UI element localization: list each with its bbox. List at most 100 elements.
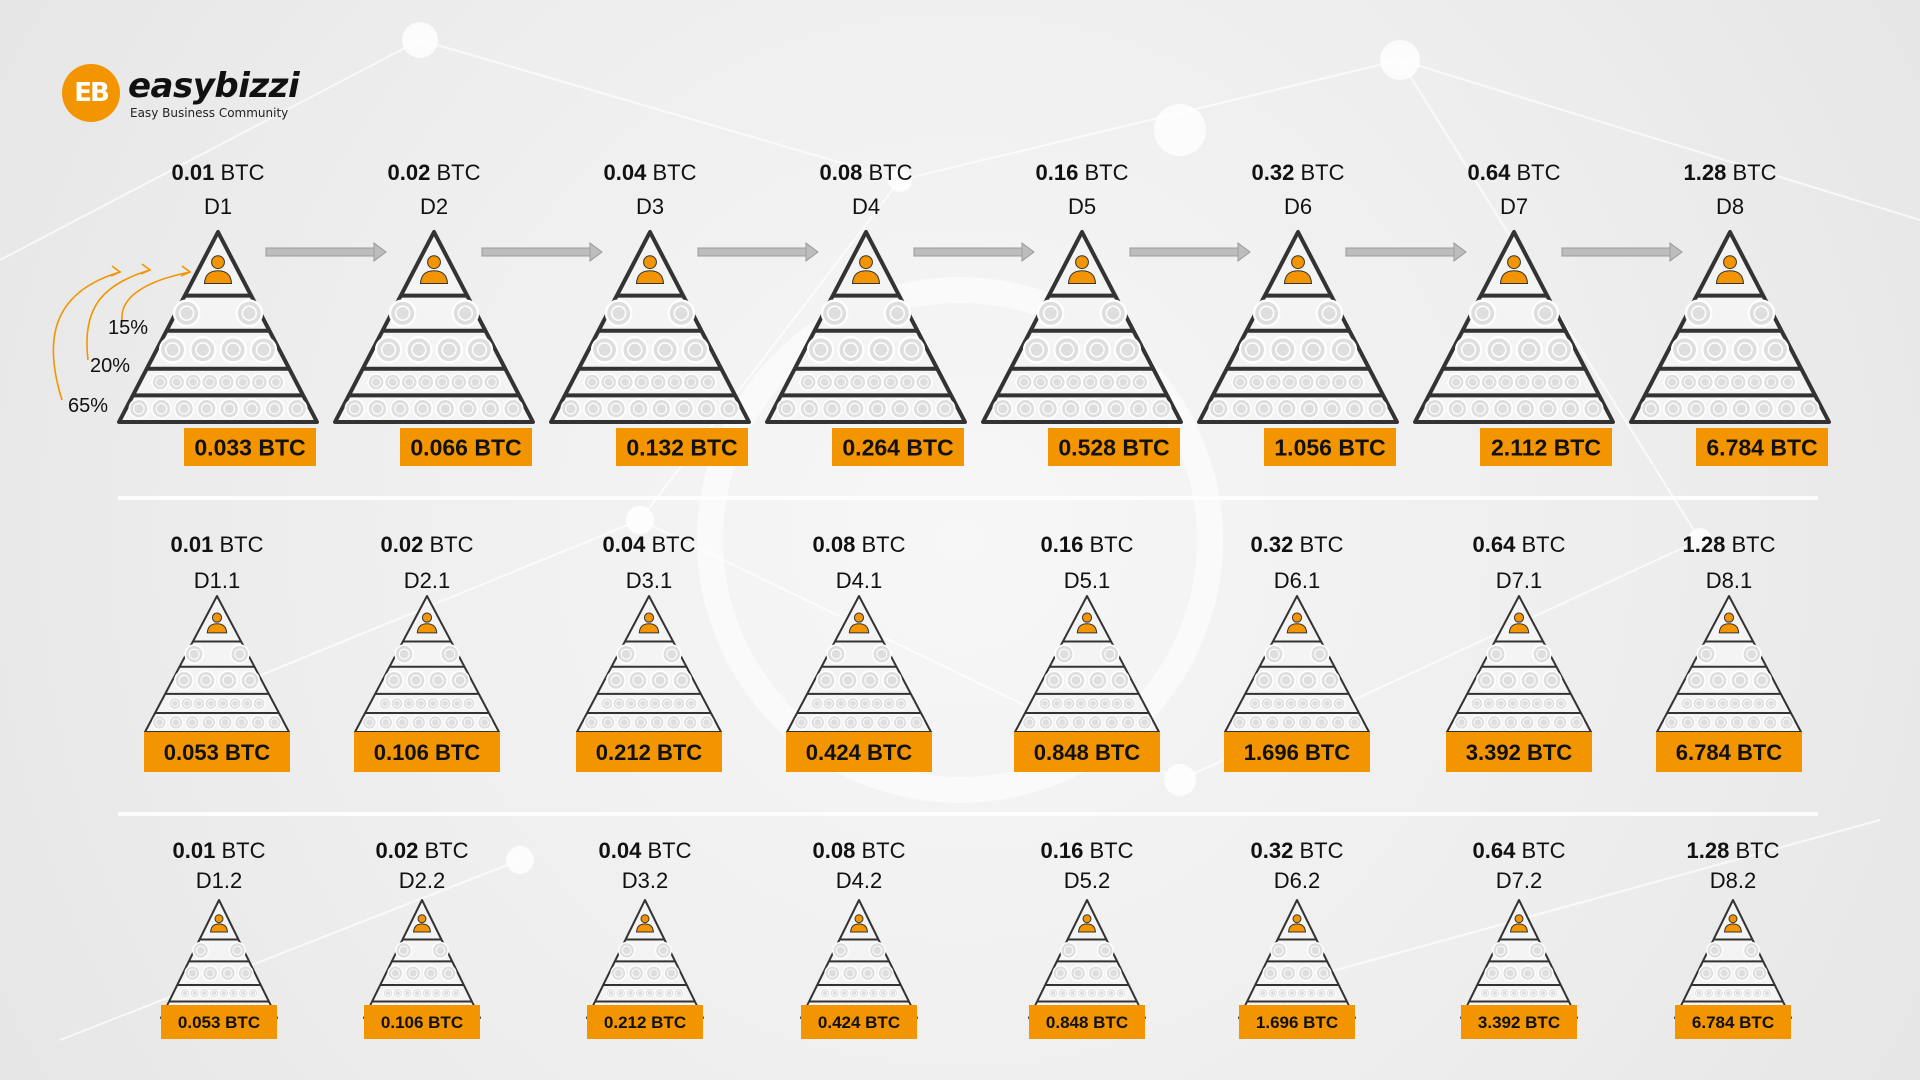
eb-coin-icon: [860, 670, 880, 691]
eb-coin-icon: [1022, 715, 1037, 730]
person-icon: [413, 914, 431, 933]
reward-value: 0.424 BTC: [818, 1013, 900, 1032]
eb-coin-icon: [718, 398, 740, 420]
eb-coin-icon: [387, 965, 404, 982]
eb-coin-icon: [427, 715, 443, 730]
eb-coin-icon: [1733, 965, 1750, 982]
eb-coin-icon: [286, 398, 308, 420]
split-percent-label: 20%: [90, 355, 130, 377]
price-unit: BTC: [215, 838, 265, 863]
eb-coin-icon: [218, 670, 238, 691]
eb-coin-icon: [1309, 644, 1330, 665]
eb-coin-icon: [1048, 373, 1066, 391]
reward-value: 0.053 BTC: [178, 1013, 260, 1032]
eb-coin-icon: [824, 965, 841, 982]
eb-coin-icon: [457, 398, 479, 420]
reward-badge: [576, 732, 722, 772]
pyramid: [765, 230, 967, 424]
pyramid: [160, 899, 278, 1019]
eb-coin-icon: [1232, 715, 1247, 730]
eb-coin-icon: [1484, 965, 1501, 982]
package-code: D8.2: [1710, 868, 1756, 893]
eb-coin-icon: [431, 941, 449, 960]
eb-coin-icon: [1552, 715, 1568, 730]
eb-coin-icon: [1747, 299, 1776, 328]
eb-coin-icon: [628, 398, 650, 420]
pyramid: [549, 230, 751, 424]
eb-coin-icon: [1248, 715, 1264, 730]
eb-coin-icon: [395, 941, 413, 960]
eb-coin-icon: [450, 670, 471, 691]
eb-coin-icon: [1110, 697, 1124, 710]
eb-coin-icon: [1518, 697, 1532, 710]
eb-coin-icon: [435, 336, 463, 364]
eb-coin-icon: [887, 988, 899, 999]
package-price: 0.16 BTC: [1041, 532, 1134, 557]
eb-coin-icon: [1314, 715, 1330, 730]
eb-coin-icon: [1696, 715, 1712, 730]
package-price: 0.08 BTC: [813, 838, 906, 863]
package-code: D1.1: [194, 568, 240, 593]
eb-coin-icon: [241, 398, 263, 420]
eb-coin-icon: [1708, 670, 1728, 691]
package-code: D6.1: [1274, 568, 1320, 593]
eb-coin-icon: [682, 373, 701, 391]
eb-coin-icon: [1253, 398, 1275, 420]
eb-coin-icon: [600, 715, 616, 730]
eb-coin-icon: [480, 398, 501, 420]
package-price: 1.28 BTC: [1687, 838, 1780, 863]
eb-coin-icon: [1043, 670, 1064, 691]
reward-badge: [1014, 732, 1160, 772]
eb-coin-icon: [1262, 965, 1279, 982]
reward-badge: [184, 428, 316, 466]
eb-coin-icon: [666, 715, 682, 730]
price-unit: BTC: [1293, 838, 1343, 863]
reward-value: 1.056 BTC: [1274, 434, 1385, 460]
eb-coin-icon: [1679, 373, 1698, 391]
eb-coin-icon: [876, 715, 892, 730]
eb-coin-icon: [832, 941, 850, 960]
package-D3.2: 0.04 BTC D3.2 0.212 BTC: [586, 838, 704, 1039]
price-value: 1.28: [1687, 838, 1730, 863]
eb-coin-icon: [264, 398, 285, 420]
eb-coin-icon: [1052, 965, 1069, 982]
eb-coin-icon: [1696, 373, 1714, 391]
eb-coin-icon: [1284, 697, 1298, 710]
reward-value: 0.132 BTC: [626, 434, 737, 460]
eb-coin-icon: [1038, 697, 1052, 710]
price-unit: BTC: [646, 160, 696, 185]
eb-coin-icon: [158, 336, 187, 364]
eb-coin-icon: [1713, 988, 1724, 999]
eb-coin-icon: [616, 644, 637, 665]
eb-coin-icon: [219, 965, 236, 982]
reward-badge: [1029, 1005, 1145, 1039]
package-D2.1: 0.02 BTC D2.1 0.106 BTC: [354, 532, 500, 772]
eb-coin-icon: [416, 373, 435, 391]
person-icon: [206, 612, 228, 634]
eb-coin-icon: [1713, 715, 1729, 730]
eb-coin-icon: [1087, 965, 1104, 982]
eb-coin-icon: [1731, 336, 1759, 364]
eb-coin-icon: [1264, 644, 1285, 665]
eb-coin-icon: [234, 715, 250, 730]
eb-coin-icon: [1298, 398, 1320, 420]
eb-coin-icon: [1479, 988, 1491, 999]
eb-coin-icon: [431, 988, 442, 999]
person-icon: [419, 255, 449, 285]
eb-coin-icon: [1074, 697, 1088, 710]
arrow-right-icon: [481, 242, 603, 262]
arrow-right-icon: [265, 242, 387, 262]
eb-coin-icon: [1098, 373, 1116, 391]
eb-coin-icon: [672, 670, 693, 691]
eb-coin-icon: [1099, 644, 1120, 665]
package-D5.2: 0.16 BTC D5.2 0.848 BTC: [1028, 838, 1146, 1039]
split-percent-label: 65%: [68, 395, 108, 417]
pyramid: [1413, 230, 1615, 424]
eb-coin-icon: [1110, 670, 1131, 691]
person-icon: [1288, 914, 1306, 933]
eb-coin-icon: [1286, 988, 1298, 999]
eb-coin-icon: [184, 715, 200, 730]
eb-coin-icon: [1685, 670, 1706, 691]
eb-coin-icon: [882, 670, 903, 691]
eb-coin-icon: [1740, 697, 1754, 710]
